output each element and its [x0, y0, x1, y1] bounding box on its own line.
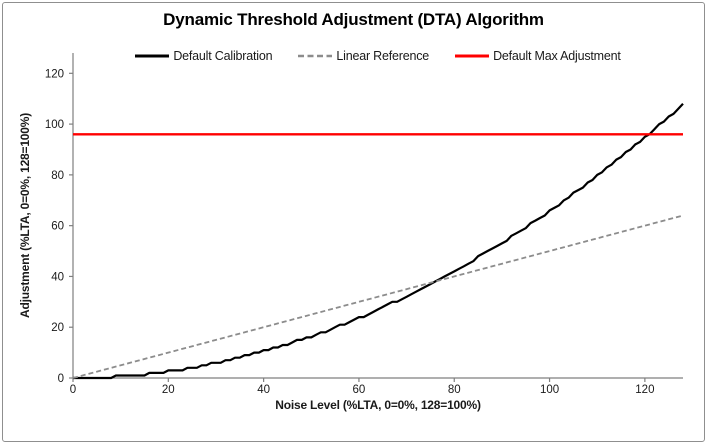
chart-legend: Default Calibration Linear Reference Defau…: [73, 49, 683, 63]
legend-swatch-linear-reference: [298, 54, 333, 58]
x-tick-label: 40: [257, 384, 270, 396]
legend-label: Default Calibration: [173, 49, 273, 63]
x-tick-label: 0: [70, 384, 76, 396]
y-tick-label: 0: [58, 373, 64, 385]
x-tick-label: 60: [353, 384, 366, 396]
chart-title: Dynamic Threshold Adjustment (DTA) Algor…: [163, 10, 544, 29]
x-axis-title: Noise Level (%LTA, 0=0%, 128=100%): [275, 398, 481, 412]
y-tick-label: 40: [51, 271, 64, 283]
y-axis-title: Adjustment (%LTA, 0=0%, 128=100%): [18, 112, 32, 319]
y-tick-label: 20: [51, 322, 64, 334]
y-tick-label: 100: [45, 119, 64, 131]
legend-item-default-calibration: Default Calibration: [135, 49, 273, 63]
y-tick-label: 120: [45, 68, 64, 80]
legend-swatch-default-max-adjustment: [455, 54, 490, 58]
series-linear-reference-line: [72, 214, 684, 379]
y-tick-label: 60: [51, 221, 64, 233]
legend-item-linear-reference: Linear Reference: [298, 49, 429, 63]
legend-label: Linear Reference: [336, 49, 430, 63]
y-tick-label: 80: [51, 170, 64, 182]
x-tick-label: 100: [540, 384, 559, 396]
x-tick-label: 80: [448, 384, 461, 396]
legend-swatch-default-calibration: [135, 54, 170, 58]
x-tick-label: 20: [162, 384, 175, 396]
legend-item-default-max-adjustment: Default Max Adjustment: [455, 49, 621, 63]
series-default-calibration-line: [73, 103, 684, 380]
legend-label: Default Max Adjustment: [493, 49, 621, 63]
x-tick-label: 120: [635, 384, 654, 396]
